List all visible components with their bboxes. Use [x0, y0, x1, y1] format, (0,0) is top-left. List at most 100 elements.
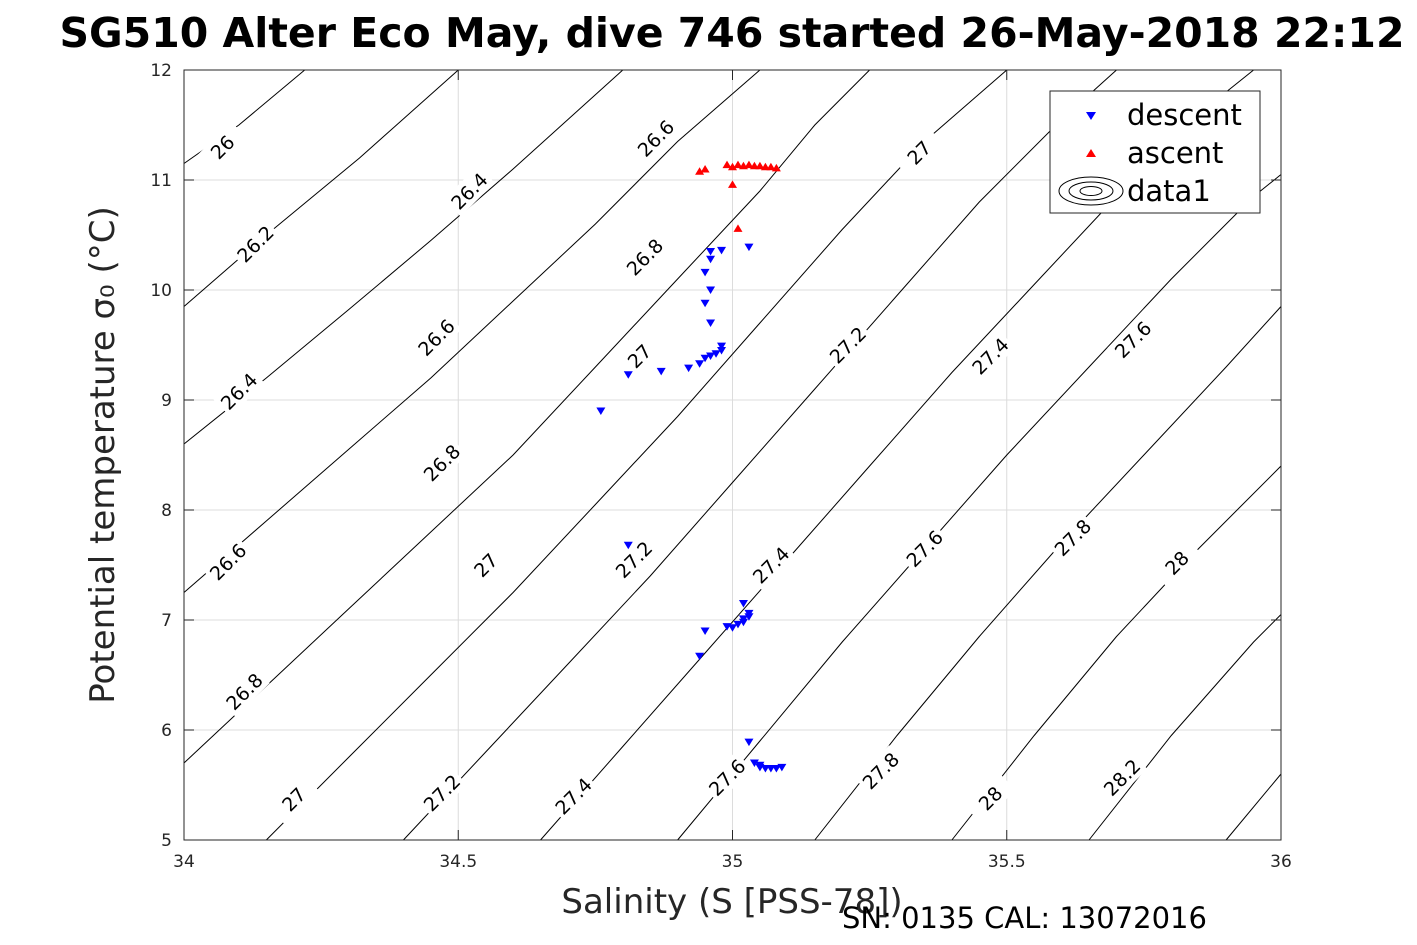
contour-label: 26.8 — [218, 666, 270, 717]
descent-marker — [706, 352, 716, 360]
contour-label-background — [196, 121, 248, 173]
ascent-marker — [733, 224, 743, 232]
contour-label: 27 — [613, 330, 665, 382]
contour-label-background — [964, 330, 1016, 382]
contour-label-background — [745, 539, 797, 591]
contour-label: 26.2 — [229, 218, 281, 270]
descent-marker — [684, 364, 694, 373]
descent-marker — [706, 286, 716, 294]
ascent-marker — [755, 161, 765, 170]
contour-label: 26 — [196, 121, 248, 173]
ascent-marker — [728, 180, 737, 188]
density-contour-line — [183, 69, 306, 164]
descent-marker — [700, 627, 710, 635]
contour-label-background — [630, 112, 682, 164]
descent-marker — [733, 620, 743, 629]
legend-data1-icon — [1058, 176, 1124, 206]
data-series — [596, 160, 787, 773]
x-tick-label: 35.5 — [988, 852, 1026, 872]
contour-label-background — [460, 539, 512, 591]
ascent-series — [695, 160, 781, 232]
x-tick-label: 35 — [722, 852, 744, 872]
descent-marker — [717, 347, 727, 355]
contour-label: 27 — [460, 539, 512, 591]
descent-marker — [744, 738, 754, 747]
legend-data1-label: data1 — [1127, 174, 1211, 208]
ascent-marker — [722, 160, 732, 169]
descent-marker — [596, 407, 606, 415]
descent-series — [596, 243, 787, 773]
contour-label-background — [416, 767, 468, 819]
contour-label: 27 — [268, 773, 320, 825]
density-contour-line — [1225, 773, 1282, 841]
ascent-marker — [766, 162, 776, 171]
y-axis-label: Potential temperature σ₀ (°C) — [83, 206, 123, 704]
contour-label: 27.2 — [416, 767, 468, 819]
legend-descent-label: descent — [1127, 98, 1242, 132]
ascent-marker — [728, 162, 737, 171]
ascent-marker — [744, 160, 754, 169]
x-tick-label: 36 — [1270, 852, 1292, 872]
contour-label-background — [619, 231, 671, 283]
contour-label: 27.6 — [899, 523, 950, 574]
contour-label-background — [268, 773, 320, 825]
contour-label-background — [855, 745, 907, 797]
contour-label: 26.8 — [619, 231, 671, 283]
descent-marker — [623, 371, 633, 379]
x-tick-label: 34.5 — [439, 852, 477, 872]
descent-marker — [700, 268, 710, 277]
contour-label: 26.4 — [213, 365, 265, 417]
legend-ascent-marker — [1086, 149, 1096, 157]
contour-label-background — [410, 311, 462, 363]
contour-label: 27.4 — [745, 539, 797, 591]
legend-box — [1049, 90, 1261, 214]
contour-label-background — [1151, 537, 1203, 589]
descent-marker — [744, 609, 754, 618]
density-contour-line — [265, 69, 1008, 841]
y-tick-label: 11 — [150, 171, 172, 191]
descent-marker — [656, 367, 666, 376]
ascent-marker — [695, 167, 705, 175]
axis-ticks: 34 34.5 35 35.5 36 5 6 7 8 9 10 11 12 — [150, 61, 1291, 872]
contour-label-background — [613, 330, 665, 382]
contour-label: 27.2 — [608, 534, 660, 585]
contour-label: 26.8 — [416, 437, 468, 489]
contour-label-background — [1047, 512, 1099, 563]
descent-marker — [738, 615, 748, 623]
descent-marker — [777, 763, 787, 772]
ascent-marker — [771, 163, 781, 172]
descent-marker — [700, 299, 710, 308]
descent-marker — [728, 624, 737, 632]
contour-label-background — [202, 536, 254, 588]
x-axis-label: Salinity (S [PSS-78]) — [561, 882, 902, 922]
contour-label: 28.2 — [1096, 751, 1148, 803]
density-contours — [183, 69, 1282, 841]
descent-marker — [695, 360, 705, 368]
ascent-marker — [700, 165, 710, 173]
contour-label: 26.6 — [202, 536, 254, 588]
descent-marker — [706, 319, 716, 327]
contour-label-background — [608, 534, 660, 585]
density-contour-line — [677, 174, 1282, 841]
contour-label-background — [218, 666, 270, 717]
x-tick-label: 34 — [173, 852, 195, 872]
y-tick-label: 12 — [150, 61, 172, 81]
contour-label-background — [701, 751, 753, 803]
descent-marker — [623, 541, 633, 550]
contour-label-background — [822, 319, 874, 371]
descent-marker — [717, 246, 727, 255]
descent-marker — [706, 248, 716, 256]
descent-marker — [700, 354, 710, 363]
contour-label: 28 — [964, 772, 1016, 824]
descent-marker — [695, 652, 705, 661]
contour-label-background — [899, 523, 950, 574]
contour-label: 27.8 — [1047, 512, 1099, 563]
legend[interactable]: descent ascent data1 — [1049, 90, 1261, 214]
descent-marker — [749, 759, 759, 767]
contour-label-background — [547, 770, 599, 822]
contour-label: 27.4 — [547, 770, 599, 822]
contour-label-background — [213, 365, 265, 417]
y-tick-label: 10 — [150, 281, 172, 301]
